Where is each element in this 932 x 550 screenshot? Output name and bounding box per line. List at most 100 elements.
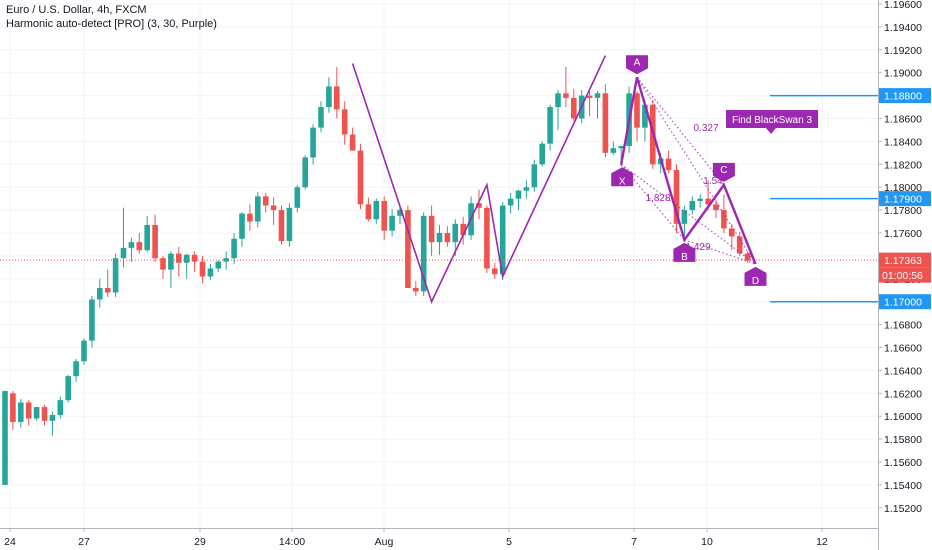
candle[interactable] (231, 233, 237, 264)
candle[interactable] (365, 197, 372, 222)
candle[interactable] (18, 399, 24, 428)
candle[interactable] (523, 180, 530, 199)
candle[interactable] (10, 391, 16, 430)
candle[interactable] (112, 253, 119, 298)
candle[interactable] (341, 101, 348, 145)
candle[interactable] (334, 66, 340, 119)
level-price-label[interactable]: 1.17900 (879, 191, 931, 207)
candle[interactable] (586, 91, 593, 117)
candle[interactable] (49, 411, 56, 436)
candle[interactable] (721, 194, 727, 233)
candle[interactable] (294, 184, 301, 213)
candle[interactable] (168, 251, 174, 288)
current-price-label[interactable]: 1.17363 01:00:56 (879, 252, 931, 283)
candle[interactable] (270, 197, 277, 225)
candle[interactable] (436, 224, 443, 255)
candle[interactable] (81, 338, 87, 365)
candle[interactable] (539, 141, 545, 167)
candle[interactable] (744, 251, 751, 263)
candle[interactable] (460, 216, 466, 245)
candle[interactable] (389, 208, 395, 237)
candle[interactable] (729, 223, 735, 251)
candle[interactable] (89, 295, 95, 348)
pattern-callout[interactable]: Find BlackSwan 3 (726, 110, 818, 134)
candle[interactable] (247, 204, 253, 231)
candle[interactable] (318, 101, 324, 133)
candle[interactable] (499, 202, 506, 280)
candle[interactable] (104, 269, 111, 298)
candle[interactable] (262, 192, 269, 213)
candle[interactable] (191, 251, 198, 272)
candle[interactable] (57, 396, 64, 419)
swing-line[interactable] (351, 55, 607, 304)
candle[interactable] (673, 164, 680, 233)
candle[interactable] (689, 196, 696, 215)
candle[interactable] (176, 246, 182, 277)
candle[interactable] (594, 91, 601, 119)
candle[interactable] (697, 194, 703, 208)
candle[interactable] (397, 207, 403, 224)
candle[interactable] (302, 155, 308, 190)
candle[interactable] (223, 251, 229, 270)
pattern-point-x[interactable]: X (611, 167, 634, 187)
pattern-point-a[interactable]: A (626, 55, 648, 75)
candle[interactable] (610, 141, 617, 156)
candle[interactable] (555, 89, 561, 130)
candle[interactable] (713, 199, 719, 219)
candle[interactable] (681, 205, 688, 238)
candle[interactable] (2, 391, 8, 485)
candle[interactable] (507, 192, 514, 214)
candle[interactable] (239, 212, 245, 247)
candle[interactable] (152, 214, 158, 262)
candle[interactable] (136, 233, 143, 254)
candle[interactable] (97, 278, 103, 308)
candle[interactable] (73, 358, 79, 382)
level-price-label[interactable]: 1.18800 (879, 88, 931, 104)
harmonic-pattern[interactable]: 0.327 1.828 1.54 1.429 X A B C D (611, 55, 767, 287)
candle[interactable] (634, 91, 640, 142)
candle[interactable] (571, 88, 577, 121)
time-axis[interactable]: 24 27 29 14:00 Aug 5 7 10 12 (4, 528, 828, 548)
candle[interactable] (484, 205, 490, 274)
candle[interactable] (33, 407, 40, 421)
candle[interactable] (563, 66, 569, 108)
candle[interactable] (183, 253, 190, 279)
candle[interactable] (160, 255, 166, 279)
candle[interactable] (405, 205, 411, 288)
candle[interactable] (25, 400, 32, 426)
candle[interactable] (357, 143, 364, 209)
candle[interactable] (736, 231, 743, 256)
candle[interactable] (349, 127, 356, 151)
candle[interactable] (326, 77, 332, 113)
candle[interactable] (665, 150, 672, 174)
level-price-label[interactable]: 1.17000 (879, 294, 931, 310)
candle[interactable] (65, 374, 71, 403)
candle[interactable] (413, 281, 419, 296)
candle[interactable] (144, 215, 150, 253)
candle[interactable] (120, 207, 127, 268)
candle[interactable] (602, 84, 609, 158)
candle[interactable] (128, 237, 135, 262)
candle[interactable] (255, 191, 261, 228)
pattern-point-d[interactable]: D (744, 266, 767, 287)
candle[interactable] (381, 196, 387, 240)
pattern-point-b[interactable]: B (673, 242, 696, 263)
candle[interactable] (476, 189, 482, 220)
pattern-point-c[interactable]: C (712, 162, 735, 182)
candle[interactable] (515, 189, 522, 211)
indicator-title[interactable]: Harmonic auto-detect [PRO] (3, 30, Purpl… (6, 18, 217, 30)
candle[interactable] (41, 404, 48, 426)
candle[interactable] (215, 260, 222, 272)
candle[interactable] (531, 159, 538, 192)
candle[interactable] (278, 205, 285, 245)
candle[interactable] (492, 262, 498, 279)
candle[interactable] (444, 226, 451, 247)
candle[interactable] (373, 198, 380, 224)
candle[interactable] (286, 203, 293, 247)
candle[interactable] (420, 212, 427, 296)
candle[interactable] (428, 205, 435, 256)
symbol-title[interactable]: Euro / U.S. Dollar, 4h, FXCM (6, 4, 147, 16)
candle[interactable] (310, 124, 316, 165)
candle[interactable] (207, 263, 214, 280)
